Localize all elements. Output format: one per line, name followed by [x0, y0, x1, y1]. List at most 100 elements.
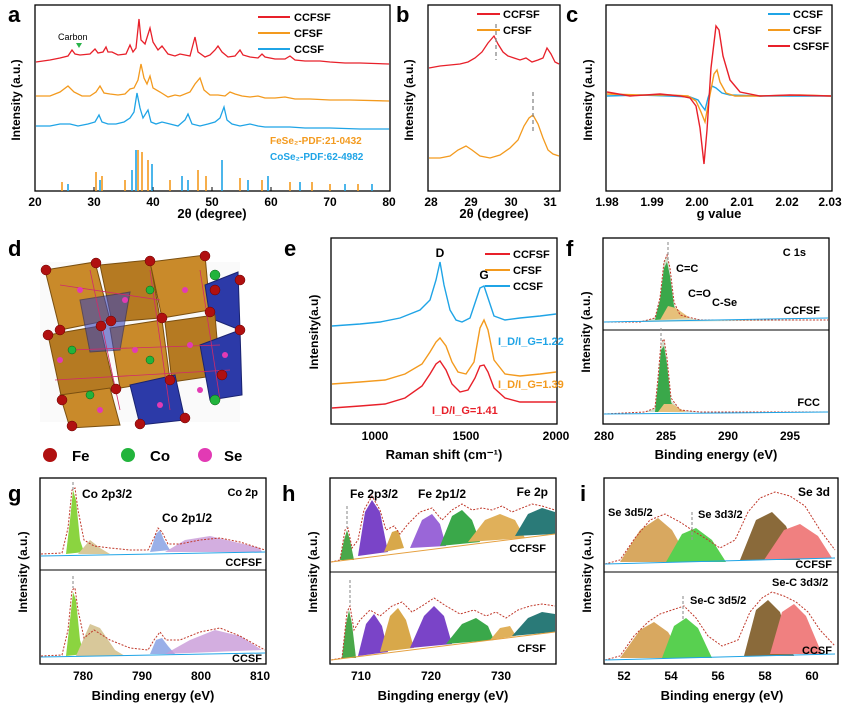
- panel-e-legend-label: CCFSF: [513, 249, 550, 261]
- panel-g-title: Co 2p: [227, 487, 258, 499]
- panel-c-xtick: 1.98: [595, 195, 619, 209]
- panel-a-trace-ccfsf: [35, 18, 390, 65]
- panel-a-xtick: 30: [87, 195, 101, 209]
- panel-b-ylabel: Intensity (a.u.): [402, 59, 416, 140]
- panel-i-fit-area: [666, 528, 726, 562]
- panel-b-xtick: 29: [464, 195, 478, 209]
- panel-i-ylabel: Intensity (a.u.): [580, 531, 594, 612]
- panel-g-fit-area: [165, 630, 262, 654]
- panel-g-ylabel: Intensity (a.u.): [16, 531, 30, 612]
- panel-b-letter: b: [396, 2, 409, 27]
- panel-i-xtick: 56: [711, 669, 725, 683]
- panel-f-xtick: 280: [594, 429, 614, 443]
- panel-e-ratio: I_D/I_G=1.39: [498, 379, 564, 391]
- fe-atom-icon: [43, 448, 57, 462]
- panel-d: d: [8, 236, 246, 465]
- panel-f-peak-label: C=C: [676, 263, 698, 275]
- panel-f-baseline: [603, 411, 829, 415]
- panel-a-legend-label: CCSF: [294, 44, 324, 56]
- panel-e-trace-ccsf: [331, 261, 557, 327]
- panel-h-fit-area: [446, 618, 494, 644]
- panel-a-pdf-label: FeSe₂-PDF:21-0432: [270, 136, 362, 147]
- se-atom-icon: [198, 448, 212, 462]
- panel-f: f Intensity (a.u.) Binding energy (eV) 2…: [566, 236, 830, 462]
- panel-f-xtick: 295: [780, 429, 800, 443]
- panel-g-sample-label: CCSF: [232, 653, 262, 665]
- panel-e-frame: [330, 237, 558, 425]
- panel-g-frame: [39, 477, 267, 665]
- panel-i-baseline: [604, 653, 836, 661]
- panel-i-letter: i: [580, 481, 586, 506]
- panel-g-baseline: [40, 551, 266, 557]
- panel-b-xlabel: 2θ (degree): [459, 206, 528, 221]
- panel-g-fit-area: [76, 624, 125, 656]
- panel-d-legend-label: Se: [224, 448, 242, 465]
- panel-g-peak-label: Co 2p3/2: [82, 487, 132, 501]
- panel-a-trace-cfsf: [36, 63, 390, 102]
- panel-g-sample-label: CCFSF: [225, 557, 262, 569]
- panel-i-spectrum: [604, 491, 836, 565]
- panel-a-xtick: 60: [264, 195, 278, 209]
- panel-a-xtick: 50: [205, 195, 219, 209]
- panel-f-letter: f: [566, 236, 574, 261]
- panel-c-trace-csfsf: [606, 24, 832, 165]
- panel-g-xtick: 810: [250, 669, 270, 683]
- panel-h-peak-label: Fe 2p3/2: [350, 487, 398, 501]
- panel-c-frame: [605, 4, 833, 192]
- panel-c-xlabel: g value: [697, 206, 742, 221]
- panel-f-sample-label: FCC: [797, 397, 820, 409]
- panel-h-fit-area: [410, 514, 446, 548]
- panel-i-title: Se 3d: [798, 485, 830, 499]
- panel-a-pdf-label: CoSe₂-PDF:62-4982: [270, 152, 364, 163]
- co-atom-icon: [121, 448, 135, 462]
- panel-c-xtick: 2.00: [685, 195, 709, 209]
- panel-a-frame: [34, 4, 391, 192]
- panel-i-fit-area: [770, 604, 822, 654]
- panel-f-xtick: 290: [718, 429, 738, 443]
- panel-g-xtick: 800: [191, 669, 211, 683]
- panel-i-baseline: [604, 557, 836, 565]
- panel-a-xtick: 20: [28, 195, 42, 209]
- panel-a: a Intensity (a.u.) 2θ (degree) 20 30 40 …: [8, 2, 396, 221]
- panel-b-trace-cfsf: [429, 114, 560, 159]
- panel-f-fit-area: [655, 346, 676, 412]
- panel-i-peak-label: Se 3d3/2: [698, 509, 743, 521]
- panel-e: e Intensity(a.u) Raman shift (cm⁻¹) 1000…: [284, 236, 570, 462]
- panel-i-sample-label: CCSF: [802, 645, 832, 657]
- panel-b-trace-ccfsf: [428, 34, 560, 69]
- panel-h-baseline: [330, 533, 556, 563]
- panel-g-fit-area: [78, 540, 110, 554]
- panel-i-peak-label: Se-C 3d3/2: [772, 577, 828, 589]
- panel-h-xlabel: Bingding energy (eV): [378, 688, 509, 703]
- panel-c-xtick: 2.03: [818, 195, 842, 209]
- panel-g-fit-area: [66, 592, 84, 656]
- panel-b-xtick: 28: [424, 195, 438, 209]
- panel-h-frame: [329, 477, 557, 665]
- panel-f-spectrum: [603, 337, 828, 415]
- panel-e-xtick: 1500: [453, 429, 480, 443]
- panel-h-fit-area: [340, 530, 354, 560]
- panel-f-ylabel: Intensity (a.u.): [579, 291, 593, 372]
- panel-e-legend-label: CFSF: [513, 265, 542, 277]
- panel-e-xtick: 2000: [543, 429, 570, 443]
- panel-c-legend-label: CSFSF: [793, 41, 829, 53]
- panel-i-xtick: 60: [805, 669, 819, 683]
- panel-h-fit-area: [342, 610, 356, 658]
- panel-a-xtick: 70: [323, 195, 337, 209]
- panel-i-frame: [603, 477, 839, 665]
- panel-h-fit-area: [440, 510, 480, 546]
- panel-c-xtick: 1.99: [640, 195, 664, 209]
- panel-f-xlabel: Binding energy (eV): [655, 447, 778, 462]
- panel-f-peak-label: C=O: [688, 288, 711, 300]
- panel-i-xtick: 52: [617, 669, 631, 683]
- panel-f-xtick: 285: [656, 429, 676, 443]
- panel-d-legend-label: Co: [150, 448, 170, 465]
- panel-h-xtick: 710: [351, 669, 371, 683]
- panel-g: g Intensity (a.u.) Binding energy (eV) 7…: [8, 477, 270, 703]
- panel-h-xtick: 730: [491, 669, 511, 683]
- panel-i-fit-area: [764, 524, 832, 560]
- panel-h-sample-label: CCFSF: [509, 543, 546, 555]
- panel-i: i Intensity (a.u.) Binding energy (eV) 5…: [580, 477, 839, 703]
- panel-c-letter: c: [566, 2, 578, 27]
